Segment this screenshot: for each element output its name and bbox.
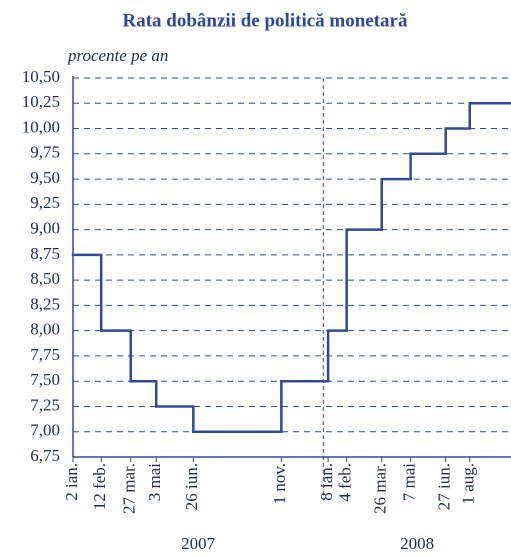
y-tick-label: 10,50 (22, 67, 60, 86)
y-tick-label: 7,25 (30, 395, 60, 414)
y-tick-label: 10,25 (22, 92, 60, 111)
y-tick-label: 7,00 (30, 421, 60, 440)
year-label: 2008 (400, 534, 434, 553)
y-tick-label: 9,50 (30, 168, 60, 187)
chart-subtitle: procente pe an (67, 46, 168, 65)
y-tick-label: 8,50 (30, 269, 60, 288)
y-tick-label: 6,75 (30, 446, 60, 465)
y-tick-label: 8,75 (30, 244, 60, 263)
x-tick-label: 26 mar. (371, 463, 390, 514)
chart-title: Rata dobânzii de politică monetară (123, 10, 408, 31)
y-tick-label: 7,50 (30, 370, 60, 389)
x-tick-label: 3 mai (145, 463, 164, 502)
y-tick-label: 9,00 (30, 219, 60, 238)
x-tick-label: 27 iun. (435, 463, 454, 510)
y-tick-label: 7,75 (30, 345, 60, 364)
y-tick-label: 10,00 (22, 117, 60, 136)
x-tick-label: 4 feb. (336, 463, 355, 502)
year-label: 2007 (181, 534, 216, 553)
x-tick-label: 1 aug. (459, 463, 478, 505)
y-tick-label: 8,00 (30, 320, 60, 339)
y-tick-label: 9,75 (30, 143, 60, 162)
x-tick-label: 12 feb. (90, 463, 109, 510)
x-tick-label: 26 iun. (182, 463, 201, 510)
x-tick-label: 7 mai (400, 463, 419, 502)
y-tick-label: 9,25 (30, 193, 60, 212)
y-tick-label: 8,25 (30, 294, 60, 313)
x-tick-label: 27 mar. (120, 463, 139, 514)
x-tick-label: 8 ian. (317, 463, 336, 501)
x-tick-label: 2 ian. (62, 463, 81, 501)
x-tick-label: 1 nov. (270, 463, 289, 504)
